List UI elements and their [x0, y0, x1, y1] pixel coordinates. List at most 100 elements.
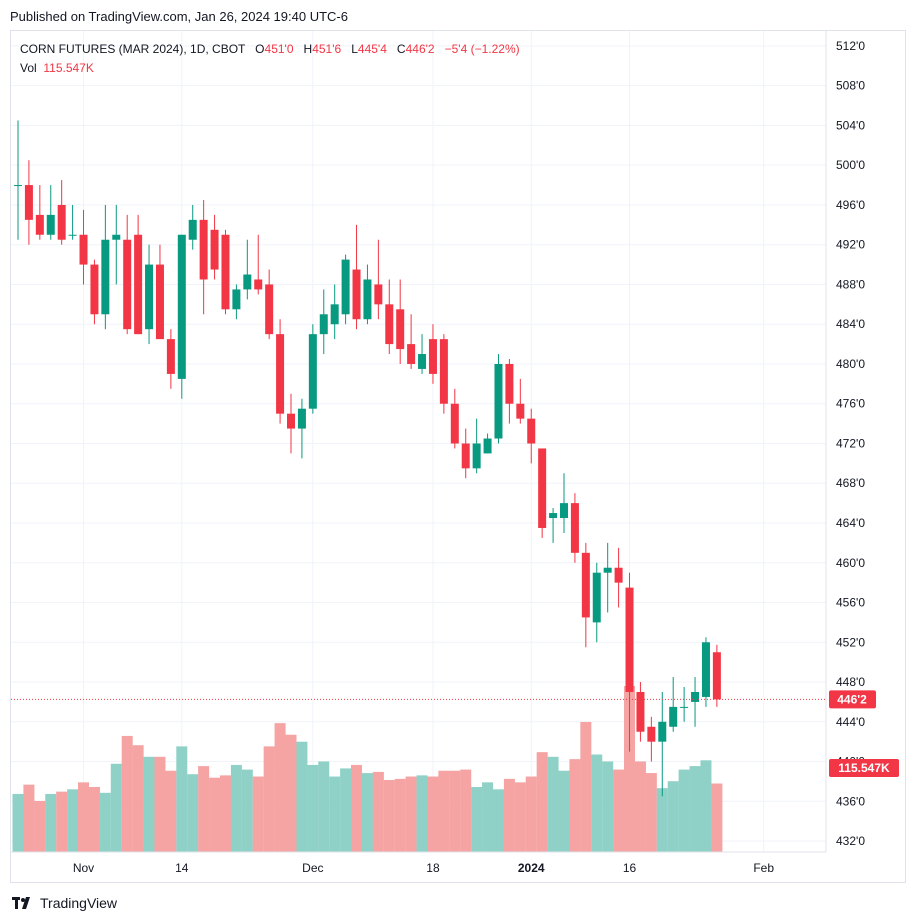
candle-body	[112, 234, 121, 240]
candle-body	[57, 204, 66, 240]
volume-badge	[829, 759, 899, 777]
legend-high-label: H	[303, 42, 313, 56]
price-tick-label: 512'0	[836, 39, 865, 53]
candle-body	[101, 239, 110, 315]
price-tick-label: 448'0	[836, 675, 865, 689]
volume-bar	[689, 766, 701, 852]
candle-body	[636, 691, 645, 732]
volume-bar	[154, 756, 166, 852]
tradingview-brand[interactable]: TradingView	[12, 895, 117, 911]
price-tick-label: 504'0	[836, 118, 865, 132]
volume-bar	[482, 782, 494, 852]
volume-bar	[427, 776, 439, 852]
volume-bar	[438, 770, 450, 852]
price-tick-label: 476'0	[836, 397, 865, 411]
candle-body	[701, 642, 710, 697]
candle-body	[177, 234, 186, 379]
candle-body	[265, 284, 274, 335]
candle-body	[24, 185, 33, 220]
volume-bar	[656, 788, 668, 852]
candle-body	[385, 304, 394, 345]
volume-bar	[624, 686, 636, 852]
volume-bar	[219, 775, 231, 852]
legend-low-label: L	[351, 42, 358, 56]
time-tick-label: 14	[175, 861, 189, 875]
candle-body	[363, 279, 372, 320]
volume-badge-label: 115.547K	[838, 761, 890, 775]
volume-bar	[711, 783, 723, 852]
candle-body	[341, 259, 350, 315]
volume-bar	[274, 723, 286, 852]
price-tick-label: 480'0	[836, 357, 865, 371]
volume-bar	[645, 773, 657, 852]
candle-body	[625, 587, 634, 692]
volume-bar	[143, 756, 155, 852]
candle-body	[614, 567, 623, 583]
volume-bar	[34, 800, 46, 852]
volume-bar	[383, 780, 395, 852]
volume-bar	[460, 769, 472, 852]
price-tick-label: 496'0	[836, 198, 865, 212]
volume-bar	[88, 786, 100, 852]
price-axis: 432'0436'0440'0444'0448'0452'0456'0460'0…	[825, 31, 865, 852]
price-tick-label: 436'0	[836, 794, 865, 808]
candle-body	[188, 219, 197, 240]
price-tick-label: 444'0	[836, 715, 865, 729]
volume-bar	[110, 763, 122, 852]
legend-close-label: C	[396, 42, 406, 56]
volume-bar	[56, 791, 68, 852]
grid-lines	[11, 31, 826, 852]
volume-bar	[602, 761, 614, 852]
candle-body	[319, 314, 328, 335]
candle-body	[516, 403, 525, 419]
volume-bar	[351, 764, 363, 852]
legend-low-value: 445'4	[357, 42, 387, 56]
candle-body	[538, 448, 547, 528]
volume-bar	[78, 782, 90, 852]
volume-bar	[416, 775, 428, 852]
candle-body	[450, 403, 459, 444]
volume-bar	[394, 778, 406, 852]
candle-body	[428, 339, 437, 374]
volume-bar	[678, 769, 690, 852]
legend-symbol: CORN FUTURES (MAR 2024), 1D, CBOT	[20, 42, 246, 56]
price-tick-label: 432'0	[836, 834, 865, 848]
volume-bar	[241, 769, 253, 852]
price-tick-label: 468'0	[836, 476, 865, 490]
price-tick-label: 492'0	[836, 238, 865, 252]
volume-bar	[285, 734, 297, 852]
candle-body	[560, 503, 568, 519]
price-tick-label: 472'0	[836, 436, 865, 450]
volume-bar	[198, 766, 210, 852]
last-price-line: 446'2 115.547K	[11, 690, 899, 777]
volume-bar	[492, 789, 504, 852]
last-price-badge	[829, 690, 876, 709]
candle-body	[330, 304, 339, 325]
volume-bar	[230, 764, 242, 852]
candle-body	[669, 706, 678, 727]
volume-bar	[307, 764, 319, 852]
volume-bar	[165, 770, 177, 852]
volume-bar	[667, 781, 679, 852]
candle-body	[155, 264, 164, 340]
candle-body	[308, 334, 317, 409]
volume-bar	[209, 777, 221, 852]
candle-body	[505, 363, 514, 404]
candle-body	[352, 269, 361, 320]
candle-body	[712, 652, 721, 700]
chart-frame	[10, 30, 906, 883]
price-tick-label: 464'0	[836, 516, 865, 530]
volume-bar	[449, 770, 461, 852]
candle-body	[396, 309, 405, 350]
legend-row-volume: Vol 115.547K	[20, 59, 520, 78]
time-tick-label: Feb	[753, 861, 774, 875]
time-tick-label: 2024	[518, 861, 545, 875]
volume-bar	[340, 768, 352, 852]
volume-bar	[536, 752, 548, 852]
volume-bar	[634, 761, 646, 852]
candle-body	[439, 339, 448, 404]
candle-body	[647, 726, 656, 742]
candle-body	[210, 229, 219, 270]
volume-bar	[372, 771, 384, 852]
